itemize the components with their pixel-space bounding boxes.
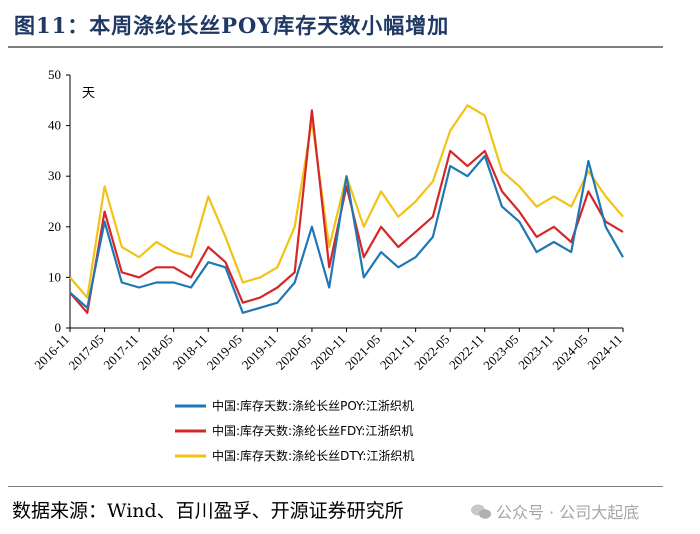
x-tick-label: 2019-05 <box>204 332 245 373</box>
x-tick-label: 2019-11 <box>239 332 280 373</box>
legend-label: 中国:库存天数:涤纶长丝FDY:江浙织机 <box>212 423 413 438</box>
source-note: 数据来源：Wind、百川盈孚、开源证券研究所 <box>12 500 404 522</box>
x-tick-label: 2018-11 <box>169 332 210 373</box>
chart-title: 图11：本周涤纶长丝POY库存天数小幅增加 <box>14 13 450 38</box>
title-divider <box>8 46 663 48</box>
watermark-text: 公众号 · 公司大起底 <box>496 503 640 522</box>
y-tick-label: 0 <box>55 320 62 335</box>
wechat-icon <box>471 504 491 519</box>
series-line-0 <box>69 154 624 314</box>
x-tick-label: 2024-11 <box>584 332 625 373</box>
x-tick-label: 2016-11 <box>31 332 72 373</box>
y-tick-label: 20 <box>48 219 61 234</box>
chart-series <box>69 104 624 314</box>
source-divider <box>8 486 663 487</box>
x-tick-label: 2018-05 <box>135 332 176 373</box>
x-tick-label: 2022-11 <box>446 332 487 373</box>
x-tick-label: 2017-11 <box>100 332 141 373</box>
y-tick-label: 40 <box>48 118 61 133</box>
chart-legend: 中国:库存天数:涤纶长丝POY:江浙织机中国:库存天数:涤纶长丝FDY:江浙织机… <box>175 398 414 463</box>
x-tick-label: 2023-05 <box>480 332 521 373</box>
x-tick-label: 2017-05 <box>65 332 106 373</box>
legend-label: 中国:库存天数:涤纶长丝POY:江浙织机 <box>212 398 414 413</box>
x-tick-label: 2022-05 <box>411 332 452 373</box>
x-tick-label: 2020-05 <box>273 332 314 373</box>
chart: 0 10 20 30 40 50 天 2016-112017-052017-112018-05… <box>31 67 625 463</box>
x-tick-label: 2020-11 <box>308 332 349 373</box>
y-tick-label: 10 <box>48 269 61 284</box>
x-tick-label: 2023-11 <box>515 332 556 373</box>
legend-label: 中国:库存天数:涤纶长丝DTY:江浙织机 <box>212 448 414 463</box>
y-tick-label: 50 <box>48 67 61 82</box>
y-unit-label: 天 <box>82 85 95 100</box>
y-tick-label: 30 <box>48 168 61 183</box>
chart-axes: 0 10 20 30 40 50 天 2016-112017-052017-112018-05… <box>31 67 625 373</box>
x-tick-label: 2021-11 <box>377 332 418 373</box>
x-tick-label: 2021-05 <box>342 332 383 373</box>
watermark: 公众号 · 公司大起底 <box>470 499 639 523</box>
series-line-1 <box>69 109 624 314</box>
x-tick-label: 2024-05 <box>549 332 590 373</box>
